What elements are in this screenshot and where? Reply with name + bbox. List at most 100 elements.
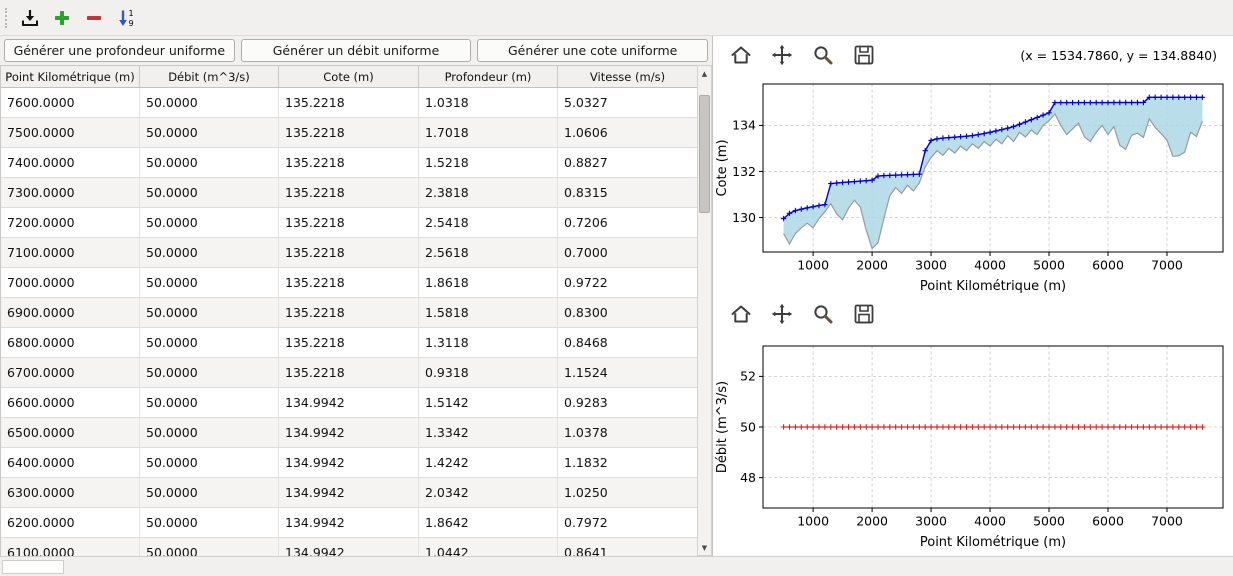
table-cell[interactable]: 6100.0000 <box>1 538 140 556</box>
table-cell[interactable]: 1.4242 <box>419 448 558 477</box>
table-cell[interactable]: 1.0442 <box>419 538 558 556</box>
pan-button[interactable] <box>770 302 794 326</box>
table-cell[interactable]: 50.0000 <box>140 178 279 207</box>
table-cell[interactable]: 134.9942 <box>279 418 419 447</box>
table-cell[interactable]: 135.2218 <box>279 88 419 117</box>
table-cell[interactable]: 1.8618 <box>419 268 558 297</box>
table-cell[interactable]: 6900.0000 <box>1 298 140 327</box>
table-row[interactable]: 7600.0000 50.0000 135.2218 1.0318 5.0327 <box>1 88 697 118</box>
table-cell[interactable]: 1.0378 <box>564 425 608 440</box>
table-cell[interactable]: 6500.0000 <box>1 418 140 447</box>
table-cell[interactable]: 0.8315 <box>564 185 608 200</box>
table-row[interactable]: 7200.0000 50.0000 135.2218 2.5418 0.7206 <box>1 208 697 238</box>
home-button[interactable] <box>729 302 753 326</box>
table-cell[interactable]: 1.5218 <box>419 148 558 177</box>
table-cell[interactable]: 7000.0000 <box>1 268 140 297</box>
table-cell[interactable]: 0.8300 <box>564 305 608 320</box>
table-cell[interactable]: 0.8827 <box>564 155 608 170</box>
generate-depth-button[interactable]: Générer une profondeur uniforme <box>4 39 235 62</box>
table-row[interactable]: 7500.0000 50.0000 135.2218 1.7018 1.0606 <box>1 118 697 148</box>
table-cell[interactable]: 1.5142 <box>419 388 558 417</box>
save-figure-button[interactable] <box>852 43 876 67</box>
table-row[interactable]: 7300.0000 50.0000 135.2218 2.3818 0.8315 <box>1 178 697 208</box>
add-row-button[interactable] <box>48 4 76 32</box>
table-cell[interactable]: 50.0000 <box>140 418 279 447</box>
table-row[interactable]: 6900.0000 50.0000 135.2218 1.5818 0.8300 <box>1 298 697 328</box>
import-button[interactable] <box>16 4 44 32</box>
toolbar-handle[interactable] <box>5 7 9 28</box>
scrollbar-thumb[interactable] <box>699 95 710 213</box>
table-row[interactable]: 6100.0000 50.0000 134.9942 1.0442 0.8641 <box>1 538 697 556</box>
scroll-down-icon[interactable]: ▼ <box>701 543 708 552</box>
table-cell[interactable]: 50.0000 <box>140 358 279 387</box>
table-cell[interactable]: 6700.0000 <box>1 358 140 387</box>
table-cell[interactable]: 6300.0000 <box>1 478 140 507</box>
table-cell[interactable]: 50.0000 <box>140 388 279 417</box>
debit-chart[interactable]: 1000 2000 3000 4000 5000 6000 7000 48 50 52 Point … <box>713 332 1233 552</box>
table-row[interactable]: 6300.0000 50.0000 134.9942 2.0342 1.0250 <box>1 478 697 508</box>
table-cell[interactable]: 1.7018 <box>419 118 558 147</box>
save-figure-button[interactable] <box>852 302 876 326</box>
table-cell[interactable]: 7300.0000 <box>1 178 140 207</box>
table-cell[interactable]: 1.5818 <box>419 298 558 327</box>
table-cell[interactable]: 0.9283 <box>564 395 608 410</box>
table-cell[interactable]: 6800.0000 <box>1 328 140 357</box>
table-cell[interactable]: 0.7972 <box>564 515 608 530</box>
column-header[interactable]: Débit (m^3/s) <box>140 66 279 87</box>
table-cell[interactable]: 7400.0000 <box>1 148 140 177</box>
table-cell[interactable]: 135.2218 <box>279 118 419 147</box>
table-cell[interactable]: 135.2218 <box>279 358 419 387</box>
table-cell[interactable]: 50.0000 <box>140 238 279 267</box>
table-cell[interactable]: 50.0000 <box>140 148 279 177</box>
table-cell[interactable]: 1.3118 <box>419 328 558 357</box>
table-cell[interactable]: 50.0000 <box>140 208 279 237</box>
table-cell[interactable]: 1.0606 <box>564 125 608 140</box>
table-cell[interactable]: 50.0000 <box>140 88 279 117</box>
table-cell[interactable]: 135.2218 <box>279 268 419 297</box>
scrollbar-track[interactable] <box>698 81 711 540</box>
table-cell[interactable]: 135.2218 <box>279 298 419 327</box>
table-row[interactable]: 6800.0000 50.0000 135.2218 1.3118 0.8468 <box>1 328 697 358</box>
zoom-button[interactable] <box>811 302 835 326</box>
table-cell[interactable]: 0.7206 <box>564 215 608 230</box>
table-cell[interactable]: 135.2218 <box>279 178 419 207</box>
column-header[interactable]: Profondeur (m) <box>419 66 558 87</box>
table-cell[interactable]: 1.1832 <box>564 455 608 470</box>
table-cell[interactable]: 2.5418 <box>419 208 558 237</box>
table-row[interactable]: 6200.0000 50.0000 134.9942 1.8642 0.7972 <box>1 508 697 538</box>
table-cell[interactable]: 134.9942 <box>279 538 419 556</box>
table-cell[interactable]: 134.9942 <box>279 478 419 507</box>
table-cell[interactable]: 1.1524 <box>564 365 608 380</box>
cote-chart[interactable]: 1000 2000 3000 4000 5000 6000 7000 130 132 134 Poi… <box>713 74 1233 296</box>
remove-row-button[interactable] <box>80 4 108 32</box>
table-cell[interactable]: 7600.0000 <box>1 88 140 117</box>
table-cell[interactable]: 1.3342 <box>419 418 558 447</box>
table-cell[interactable]: 1.0318 <box>419 88 558 117</box>
table-cell[interactable]: 50.0000 <box>140 478 279 507</box>
home-button[interactable] <box>729 43 753 67</box>
table-cell[interactable]: 7100.0000 <box>1 238 140 267</box>
table-cell[interactable]: 135.2218 <box>279 328 419 357</box>
table-cell[interactable]: 50.0000 <box>140 268 279 297</box>
table-cell[interactable]: 50.0000 <box>140 538 279 556</box>
table-cell[interactable]: 134.9942 <box>279 508 419 537</box>
table-row[interactable]: 7400.0000 50.0000 135.2218 1.5218 0.8827 <box>1 148 697 178</box>
table-scrollbar[interactable]: ▲ ▼ <box>697 65 712 556</box>
table-cell[interactable]: 134.9942 <box>279 448 419 477</box>
table-cell[interactable]: 135.2218 <box>279 238 419 267</box>
table-row[interactable]: 6700.0000 50.0000 135.2218 0.9318 1.1524 <box>1 358 697 388</box>
table-cell[interactable]: 50.0000 <box>140 328 279 357</box>
table-cell[interactable]: 0.8641 <box>564 545 608 556</box>
pan-button[interactable] <box>770 43 794 67</box>
table-cell[interactable]: 0.9318 <box>419 358 558 387</box>
table-cell[interactable]: 50.0000 <box>140 508 279 537</box>
scroll-up-icon[interactable]: ▲ <box>701 69 708 78</box>
table-cell[interactable]: 2.3818 <box>419 178 558 207</box>
table-row[interactable]: 7100.0000 50.0000 135.2218 2.5618 0.7000 <box>1 238 697 268</box>
table-cell[interactable]: 50.0000 <box>140 448 279 477</box>
column-header[interactable]: Point Kilométrique (m) <box>1 66 140 87</box>
table-row[interactable]: 6400.0000 50.0000 134.9942 1.4242 1.1832 <box>1 448 697 478</box>
generate-flow-button[interactable]: Générer un débit uniforme <box>240 39 472 62</box>
table-cell[interactable]: 135.2218 <box>279 208 419 237</box>
table-cell[interactable]: 6400.0000 <box>1 448 140 477</box>
